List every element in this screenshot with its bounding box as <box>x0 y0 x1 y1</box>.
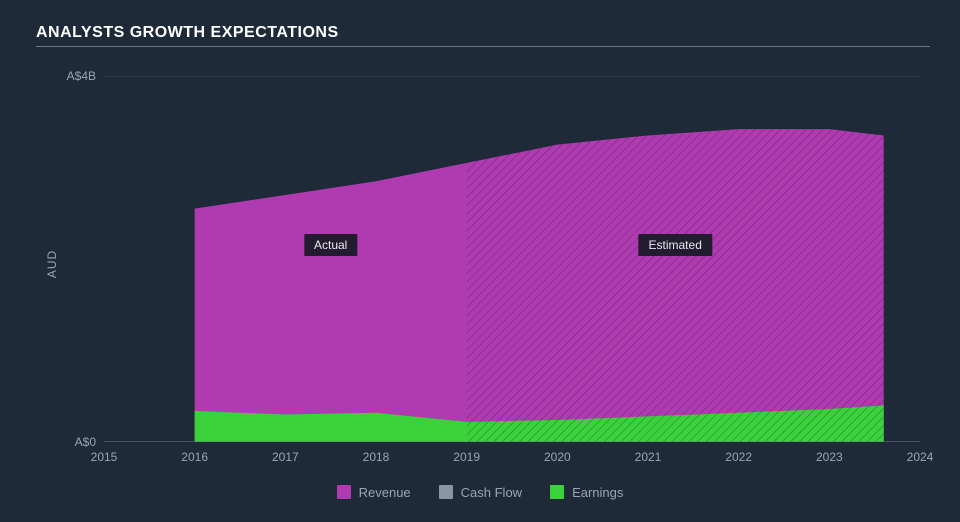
x-tick-label: 2017 <box>272 450 299 464</box>
x-tick-label: 2020 <box>544 450 571 464</box>
legend: Revenue Cash Flow Earnings <box>0 485 960 505</box>
legend-item-earnings: Earnings <box>550 485 623 500</box>
x-tick-label: 2024 <box>907 450 934 464</box>
x-tick-label: 2021 <box>635 450 662 464</box>
legend-label: Earnings <box>572 485 623 500</box>
plot-region <box>104 76 920 442</box>
legend-swatch <box>439 485 453 499</box>
legend-item-revenue: Revenue <box>337 485 411 500</box>
chart-area: AUD 2015 2016 2017 2018 2019 2020 2021 2022 2023… <box>36 56 930 472</box>
y-tick-label: A$0 <box>75 435 96 449</box>
actual-annotation: Actual <box>304 234 357 256</box>
x-tick-label: 2022 <box>725 450 752 464</box>
y-tick-label: A$4B <box>67 69 96 83</box>
legend-swatch <box>550 485 564 499</box>
legend-swatch <box>337 485 351 499</box>
x-tick-label: 2019 <box>453 450 480 464</box>
x-tick-label: 2023 <box>816 450 843 464</box>
legend-label: Revenue <box>359 485 411 500</box>
chart-title: ANALYSTS GROWTH EXPECTATIONS <box>36 24 339 42</box>
legend-label: Cash Flow <box>461 485 522 500</box>
x-tick-label: 2016 <box>181 450 208 464</box>
legend-item-cash-flow: Cash Flow <box>439 485 522 500</box>
x-tick-label: 2018 <box>363 450 390 464</box>
x-tick-label: 2015 <box>91 450 118 464</box>
chart-svg <box>104 76 920 442</box>
y-axis-label: AUD <box>45 250 59 278</box>
title-rule <box>36 46 930 47</box>
estimated-annotation: Estimated <box>639 234 712 256</box>
